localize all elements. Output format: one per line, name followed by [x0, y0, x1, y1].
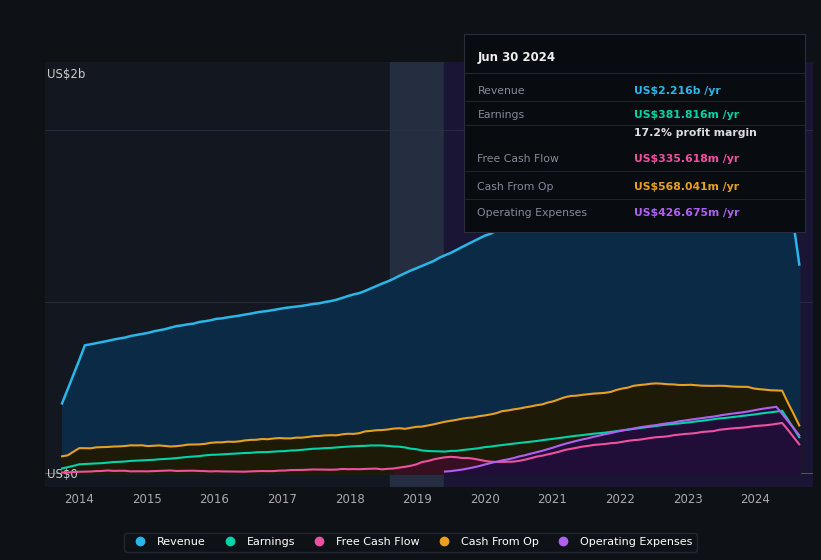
Text: US$426.675m /yr: US$426.675m /yr	[635, 208, 740, 217]
Bar	[444, 62, 813, 487]
Text: US$381.816m /yr: US$381.816m /yr	[635, 110, 740, 120]
Text: Free Cash Flow: Free Cash Flow	[478, 154, 559, 164]
Text: US$2.216b /yr: US$2.216b /yr	[635, 86, 721, 96]
Text: US$0: US$0	[48, 468, 78, 481]
Text: Earnings: Earnings	[478, 110, 525, 120]
Text: US$568.041m /yr: US$568.041m /yr	[635, 181, 740, 192]
Bar	[390, 62, 444, 487]
Text: 17.2% profit margin: 17.2% profit margin	[635, 128, 757, 138]
Text: Cash From Op: Cash From Op	[478, 181, 554, 192]
Text: Operating Expenses: Operating Expenses	[478, 208, 588, 217]
Legend: Revenue, Earnings, Free Cash Flow, Cash From Op, Operating Expenses: Revenue, Earnings, Free Cash Flow, Cash …	[125, 533, 696, 552]
Text: Jun 30 2024: Jun 30 2024	[478, 52, 556, 64]
Text: US$2b: US$2b	[48, 68, 86, 81]
Text: US$335.618m /yr: US$335.618m /yr	[635, 154, 740, 164]
Text: Revenue: Revenue	[478, 86, 525, 96]
